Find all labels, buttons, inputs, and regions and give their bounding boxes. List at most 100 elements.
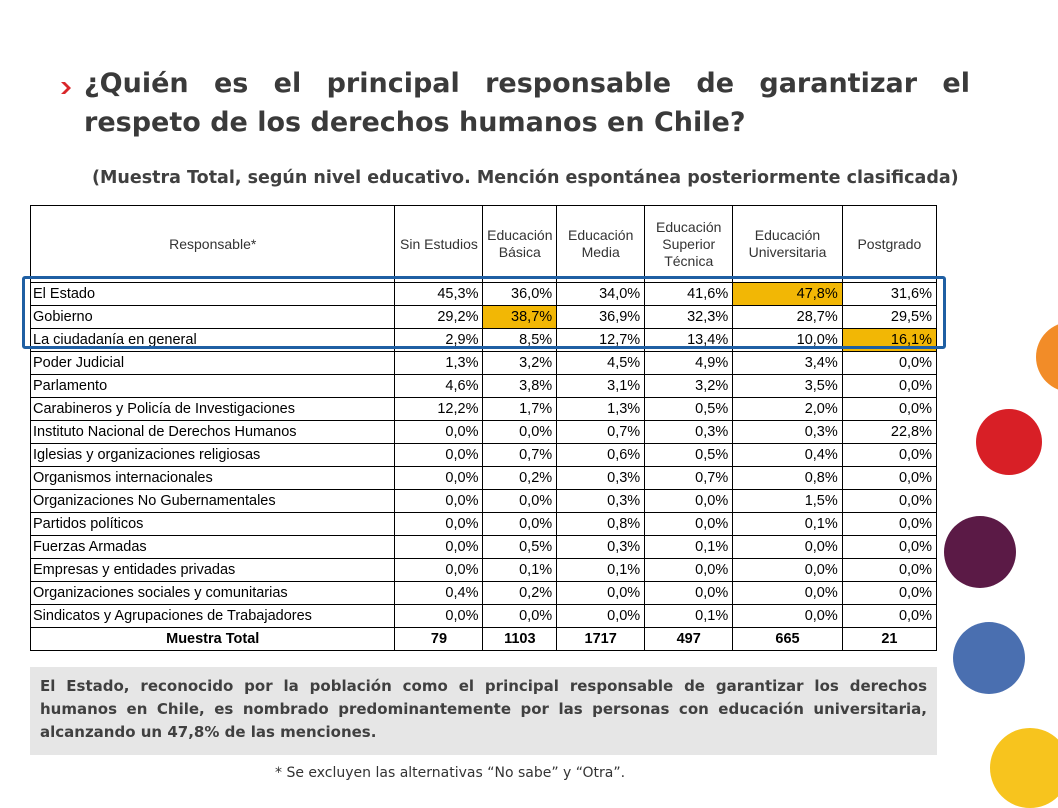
table-cell: 0,5% bbox=[644, 443, 734, 467]
table-cell: 0,2% bbox=[482, 581, 558, 605]
row-label: Organizaciones sociales y comunitarias bbox=[29, 581, 396, 605]
table-cell: 0,3% bbox=[644, 420, 734, 444]
row-label: Sindicatos y Agrupaciones de Trabajadore… bbox=[29, 604, 396, 628]
column-header: Educación Media bbox=[556, 205, 646, 283]
table-row: Carabineros y Policía de Investigaciones… bbox=[29, 397, 938, 421]
highlighted-cell: 16,1% bbox=[841, 328, 938, 352]
row-label: Poder Judicial bbox=[29, 351, 396, 375]
row-label: Organizaciones No Gubernamentales bbox=[29, 489, 396, 513]
row-label: Empresas y entidades privadas bbox=[29, 558, 396, 582]
table-cell: 0,0% bbox=[556, 581, 646, 605]
row-label: Fuerzas Armadas bbox=[29, 535, 396, 559]
table-cell: 0,3% bbox=[556, 489, 646, 513]
table-cell: 2,0% bbox=[732, 397, 843, 421]
table-cell: 0,0% bbox=[841, 397, 938, 421]
table-row: Sindicatos y Agrupaciones de Trabajadore… bbox=[29, 604, 938, 628]
purple-circle bbox=[944, 516, 1016, 588]
blue-circle bbox=[953, 622, 1025, 694]
total-row: Muestra Total 79 1103 1717 497 665 21 bbox=[29, 627, 938, 651]
table-cell: 0,0% bbox=[841, 374, 938, 398]
table-row: Poder Judicial 1,3% 3,2% 4,5% 4,9% 3,4% 0,0% bbox=[29, 351, 938, 375]
page-subtitle: (Muestra Total, según nivel educativo. M… bbox=[92, 168, 959, 188]
table-cell: 12,2% bbox=[394, 397, 484, 421]
table-cell: 0,0% bbox=[644, 489, 734, 513]
orange-circle bbox=[1036, 322, 1058, 392]
table-cell: 36,0% bbox=[482, 282, 558, 306]
table-cell: 3,5% bbox=[732, 374, 843, 398]
row-label: Parlamento bbox=[29, 374, 396, 398]
table-cell: 0,4% bbox=[394, 581, 484, 605]
table-cell: 0,0% bbox=[841, 535, 938, 559]
table-row: El Estado 45,3% 36,0% 34,0% 41,6% 47,8% 31,6% bbox=[29, 282, 938, 306]
table-cell: 1,3% bbox=[556, 397, 646, 421]
table-row: Parlamento 4,6% 3,8% 3,1% 3,2% 3,5% 0,0% bbox=[29, 374, 938, 398]
table-cell: 1,5% bbox=[732, 489, 843, 513]
table-cell: 0,0% bbox=[841, 466, 938, 490]
table-cell: 0,0% bbox=[732, 581, 843, 605]
table-row: Organizaciones sociales y comunitarias 0,… bbox=[29, 581, 938, 605]
table-row: Fuerzas Armadas 0,0% 0,5% 0,3% 0,1% 0,0% 0,0% bbox=[29, 535, 938, 559]
row-label: Organismos internacionales bbox=[29, 466, 396, 490]
table-cell: 0,0% bbox=[482, 512, 558, 536]
page-title: ¿Quién es el principal responsable de ga… bbox=[84, 68, 970, 138]
table-cell: 0,0% bbox=[841, 512, 938, 536]
table-cell: 0,0% bbox=[394, 535, 484, 559]
table-cell: 0,0% bbox=[644, 581, 734, 605]
table-cell: 0,1% bbox=[732, 512, 843, 536]
total-cell: 79 bbox=[394, 627, 484, 651]
table-row: Partidos políticos 0,0% 0,0% 0,8% 0,0% 0,1% 0,… bbox=[29, 512, 938, 536]
row-label: Carabineros y Policía de Investigaciones bbox=[29, 397, 396, 421]
table-cell: 0,0% bbox=[732, 604, 843, 628]
table-cell: 0,2% bbox=[482, 466, 558, 490]
column-header: Educación Básica bbox=[482, 205, 558, 283]
table-cell: 0,1% bbox=[644, 604, 734, 628]
summary-note: El Estado, reconocido por la población c… bbox=[30, 667, 937, 755]
highlight-frame bbox=[22, 276, 946, 349]
table-cell: 4,5% bbox=[556, 351, 646, 375]
table-cell: 3,8% bbox=[482, 374, 558, 398]
total-cell: 1103 bbox=[482, 627, 558, 651]
table-cell: 0,0% bbox=[482, 489, 558, 513]
table-cell: 0,0% bbox=[841, 351, 938, 375]
table-cell: 0,7% bbox=[644, 466, 734, 490]
table-cell: 1,7% bbox=[482, 397, 558, 421]
table-cell: 0,0% bbox=[841, 489, 938, 513]
table-cell: 0,0% bbox=[556, 604, 646, 628]
table-cell: 4,6% bbox=[394, 374, 484, 398]
table-cell: 0,0% bbox=[841, 581, 938, 605]
row-label: El Estado bbox=[29, 282, 396, 306]
row-label: Gobierno bbox=[29, 305, 396, 329]
table-row: Iglesias y organizaciones religiosas 0,0%… bbox=[29, 443, 938, 467]
total-label: Muestra Total bbox=[29, 627, 396, 651]
total-cell: 21 bbox=[841, 627, 938, 651]
table-cell: 0,3% bbox=[556, 535, 646, 559]
table-cell: 0,5% bbox=[482, 535, 558, 559]
table-cell: 0,0% bbox=[394, 512, 484, 536]
table-cell: 0,3% bbox=[556, 466, 646, 490]
table-cell: 0,0% bbox=[732, 558, 843, 582]
table-cell: 0,1% bbox=[482, 558, 558, 582]
highlighted-cell: 38,7% bbox=[482, 305, 558, 329]
table-cell: 0,4% bbox=[732, 443, 843, 467]
table-cell: 3,2% bbox=[644, 374, 734, 398]
table-header: Responsable* Sin Estudios Educación Básica… bbox=[29, 205, 938, 283]
table-cell: 0,1% bbox=[556, 558, 646, 582]
table-cell: 0,0% bbox=[482, 420, 558, 444]
column-header-responsable: Responsable* bbox=[29, 205, 396, 283]
table-cell: 34,0% bbox=[556, 282, 646, 306]
column-header: Sin Estudios bbox=[394, 205, 484, 283]
table-cell: 0,7% bbox=[482, 443, 558, 467]
table-cell: 0,7% bbox=[556, 420, 646, 444]
column-header: Educación Superior Técnica bbox=[644, 205, 734, 283]
table-row: Organismos internacionales 0,0% 0,2% 0,3% 0,… bbox=[29, 466, 938, 490]
results-table: Responsable* Sin Estudios Educación Básica… bbox=[29, 205, 938, 651]
yellow-circle bbox=[990, 728, 1058, 808]
row-label: Partidos políticos bbox=[29, 512, 396, 536]
table-cell: 0,6% bbox=[556, 443, 646, 467]
table-cell: 0,0% bbox=[482, 604, 558, 628]
table-cell: 0,0% bbox=[394, 443, 484, 467]
table-cell: 0,0% bbox=[394, 558, 484, 582]
table-cell: 0,0% bbox=[394, 604, 484, 628]
table-cell: 0,0% bbox=[394, 489, 484, 513]
total-cell: 497 bbox=[644, 627, 734, 651]
